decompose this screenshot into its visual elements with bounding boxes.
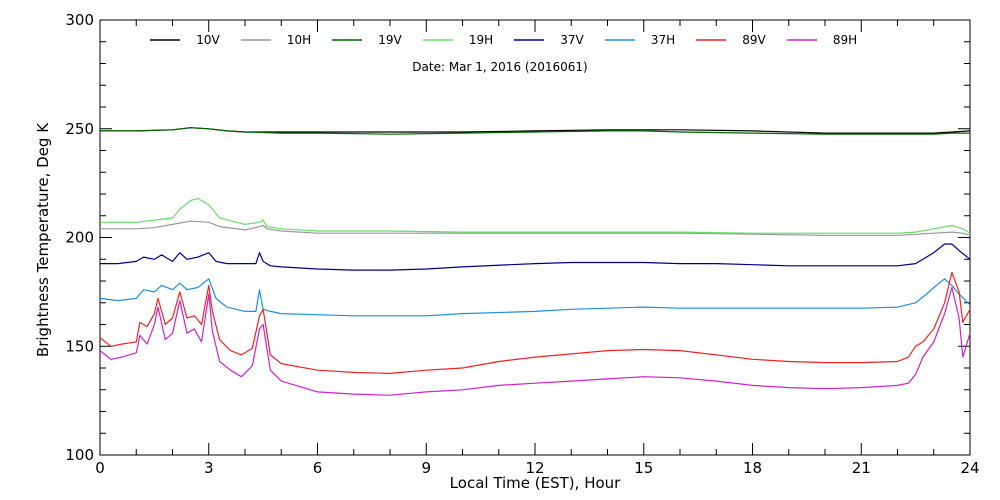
y-tick-label: 150 (65, 337, 94, 355)
y-tick-label: 200 (65, 229, 94, 247)
y-tick-label: 250 (65, 120, 94, 138)
legend-label-19h: 19H (469, 33, 493, 47)
series-line-37v (100, 243, 971, 271)
legend-label-89v: 89V (742, 33, 766, 47)
series-line-89h (99, 286, 971, 396)
x-tick-label: 6 (313, 459, 323, 477)
series-line-37h (99, 278, 971, 317)
x-tick-label: 3 (204, 459, 214, 477)
x-axis-label: Local Time (EST), Hour (450, 474, 621, 492)
x-tick-label: 0 (95, 459, 105, 477)
y-tick-label: 100 (65, 446, 94, 464)
legend-label-19v: 19V (378, 33, 402, 47)
series-line-19h (100, 197, 971, 234)
legend-label-89h: 89H (833, 33, 857, 47)
y-tick-label: 300 (65, 11, 94, 29)
axis-ticks (99, 19, 971, 456)
x-tick-label: 24 (960, 459, 979, 477)
x-tick-label: 9 (421, 459, 431, 477)
series-line-19v (100, 127, 970, 135)
legend-label-10h: 10H (287, 33, 311, 47)
x-tick-label: 15 (634, 459, 653, 477)
series-line-89v (99, 271, 971, 374)
series-line-10h (100, 220, 971, 236)
date-annotation: Date: Mar 1, 2016 (2016061) (412, 60, 587, 74)
legend: 10V 10H 19V 19H 37V 37H 89V 89H (150, 33, 857, 47)
series-lines (99, 127, 971, 396)
axis-tick-labels: 0 3 6 9 12 15 18 21 24 100 150 200 250 300 (65, 11, 979, 477)
legend-label-37h: 37H (651, 33, 675, 47)
plot-frame (99, 19, 971, 456)
legend-label-37v: 37V (560, 33, 584, 47)
x-tick-label: 12 (525, 459, 544, 477)
x-tick-label: 21 (852, 459, 871, 477)
y-axis-label: Brightness Temperature, Deg K (34, 122, 52, 357)
legend-label-10v: 10V (196, 33, 220, 47)
x-tick-label: 18 (743, 459, 762, 477)
